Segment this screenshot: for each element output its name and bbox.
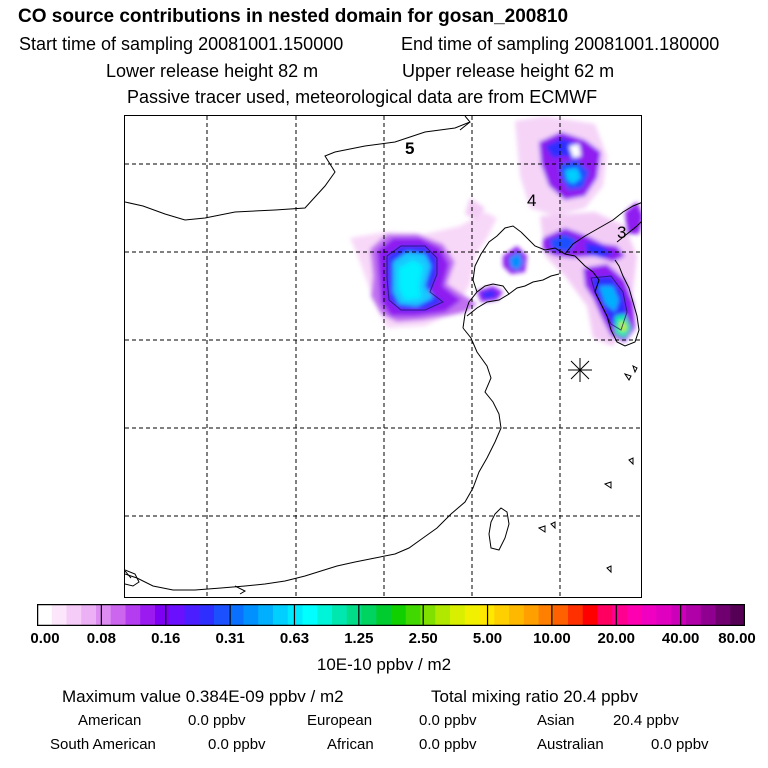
colorbar-tick-label: 2.50: [408, 630, 438, 647]
colorbar-segment: [184, 604, 200, 626]
colorbar-segment: [361, 604, 377, 626]
colorbar-segment: [656, 604, 672, 626]
colorbar-segment: [391, 604, 407, 626]
plot-title: CO source contributions in nested domain…: [18, 6, 569, 27]
concentration-field: [350, 116, 641, 346]
region-name-asian: Asian: [537, 712, 575, 729]
colorbar-segment: [302, 604, 318, 626]
colorbar-tick-label: 0.63: [279, 630, 310, 647]
start-time-label: Start time of sampling 20081001.150000: [19, 34, 344, 54]
colorbar-segment: [641, 604, 657, 626]
colorbar-segment: [140, 604, 156, 626]
region-value-asian: 20.4 ppbv: [613, 712, 679, 729]
colorbar-units: 10E-10 ppbv / m2: [316, 655, 452, 674]
maximum-value-label: Maximum value 0.384E-09 ppbv / m2: [62, 687, 344, 706]
colorbar-segment: [597, 604, 613, 626]
colorbar-segment: [686, 604, 702, 626]
colorbar: [37, 604, 745, 626]
colorbar-segment: [420, 604, 436, 626]
end-time-label: End time of sampling 20081001.180000: [401, 34, 720, 54]
colorbar-segment: [243, 604, 259, 626]
tracer-info-label: Passive tracer used, meteorological data…: [127, 87, 598, 107]
colorbar-segment: [199, 604, 215, 626]
colorbar-segment: [376, 604, 392, 626]
upper-release-height-label: Upper release height 62 m: [402, 61, 615, 81]
total-mixing-ratio-label: Total mixing ratio 20.4 ppbv: [431, 687, 638, 706]
region-value-african: 0.0 ppbv: [419, 736, 477, 753]
colorbar-segment: [464, 604, 480, 626]
region-name-european: European: [307, 712, 373, 729]
region-name-australian: Australian: [537, 736, 604, 753]
colorbar-segment: [51, 604, 67, 626]
colorbar-tick-label: 10.00: [533, 630, 571, 647]
colorbar-segment: [228, 604, 244, 626]
contour-label-5: 5: [405, 139, 414, 158]
colorbar-tick-label: 1.25: [344, 630, 374, 647]
colorbar-segment: [287, 604, 303, 626]
colorbar-segment: [169, 604, 185, 626]
colorbar-segment: [627, 604, 643, 626]
region-value-australian: 0.0 ppbv: [651, 736, 709, 753]
colorbar-segment: [125, 604, 141, 626]
colorbar-segment: [317, 604, 333, 626]
colorbar-segment: [110, 604, 126, 626]
colorbar-tick-label: 0.31: [215, 630, 245, 647]
coastlines: [125, 116, 641, 595]
colorbar-segment: [730, 604, 745, 626]
region-value-european: 0.0 ppbv: [419, 712, 477, 729]
colorbar-segment: [332, 604, 348, 626]
contour-label-4: 4: [527, 191, 536, 210]
colorbar-segment: [37, 604, 53, 626]
colorbar-tick-label: 80.00: [718, 630, 756, 647]
colorbar-segment: [553, 604, 569, 626]
region-name-african: African: [327, 736, 374, 753]
region-name-south-american: South American: [50, 736, 156, 753]
colorbar-segment: [81, 604, 97, 626]
colorbar-segment: [509, 604, 525, 626]
region-value-south-american: 0.0 ppbv: [208, 736, 266, 753]
lat-lon-grid: [125, 116, 641, 597]
colorbar-segment: [494, 604, 510, 626]
colorbar-segment: [523, 604, 539, 626]
colorbar-tick-label: 0.16: [151, 630, 181, 647]
colorbar-segment: [405, 604, 421, 626]
colorbar-border: [37, 604, 745, 626]
colorbar-segment: [715, 604, 731, 626]
colorbar-tick-label: 40.00: [661, 630, 700, 647]
colorbar-segment: [582, 604, 598, 626]
colorbar-segment: [538, 604, 554, 626]
colorbar-tick-label: 0.00: [30, 630, 60, 647]
colorbar-segment: [450, 604, 466, 626]
colorbar-segment: [671, 604, 687, 626]
region-name-american: American: [78, 712, 142, 729]
colorbar-segment: [155, 604, 171, 626]
colorbar-tick-label: 5.00: [472, 630, 503, 647]
colorbar-segment: [435, 604, 451, 626]
colorbar-segment: [568, 604, 584, 626]
colorbar-segment: [66, 604, 82, 626]
colorbar-segment: [700, 604, 716, 626]
colorbar-segment: [346, 604, 362, 626]
colorbar-tick-label: 20.00: [597, 630, 636, 647]
colorbar-segment: [273, 604, 289, 626]
colorbar-segment: [258, 604, 274, 626]
colorbar-tick-label: 0.08: [86, 630, 116, 647]
map-canvas: 5 4 3: [125, 116, 641, 597]
map-panel: 5 4 3: [124, 115, 642, 598]
contour-label-3: 3: [617, 223, 626, 242]
region-value-american: 0.0 ppbv: [188, 712, 246, 729]
lower-release-height-label: Lower release height 82 m: [106, 61, 319, 81]
colorbar-segment: [214, 604, 230, 626]
colorbar-segment: [612, 604, 628, 626]
colorbar-segment: [96, 604, 112, 626]
receptor-marker: [568, 358, 592, 382]
